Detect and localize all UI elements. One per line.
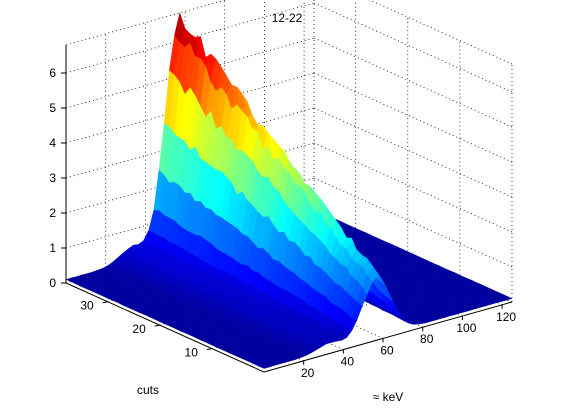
grid-line — [313, 107, 513, 198]
grid-line — [313, 72, 513, 163]
z-tick-label: 2 — [49, 206, 56, 220]
y-tick-label: 20 — [132, 322, 146, 336]
box-edge — [368, 0, 513, 65]
chart-title: 12-22 — [272, 11, 303, 25]
x-tick-label: 20 — [301, 366, 315, 380]
surface-mesh — [65, 12, 513, 369]
z-tick-label: 0 — [49, 276, 56, 290]
x-tick-label: 120 — [496, 310, 516, 324]
grid-line — [313, 177, 513, 268]
y-tick — [206, 348, 212, 351]
grid-line — [313, 37, 513, 128]
axes-lines — [61, 45, 513, 373]
y-axis-line — [65, 282, 265, 373]
z-tick-label: 6 — [49, 66, 56, 80]
surface-facet — [501, 295, 513, 301]
y-tick-label: 30 — [80, 299, 94, 313]
z-tick-label: 3 — [49, 171, 56, 185]
box-edge — [65, 0, 227, 46]
z-tick-label: 1 — [49, 241, 56, 255]
z-tick-label: 4 — [49, 136, 56, 150]
x-tick-label: 40 — [341, 355, 355, 369]
grid-line — [313, 2, 513, 93]
x-tick-label: 100 — [456, 321, 476, 335]
x-axis-label: ≈ keV — [373, 390, 404, 404]
y-tick — [102, 301, 108, 304]
grid-line — [313, 142, 513, 233]
x-tick-label: 80 — [420, 332, 434, 346]
x-axis-line — [263, 301, 513, 373]
x-tick-label: 60 — [380, 343, 394, 357]
z-tick-label: 5 — [49, 101, 56, 115]
y-axis-label: cuts — [137, 383, 159, 397]
axis-labels: 12-22 cuts ≈ keV 20 40 60 80 100 120 10 20 30 0 1 2… — [49, 11, 516, 404]
y-tick — [154, 324, 160, 327]
y-tick-label: 10 — [185, 346, 199, 360]
